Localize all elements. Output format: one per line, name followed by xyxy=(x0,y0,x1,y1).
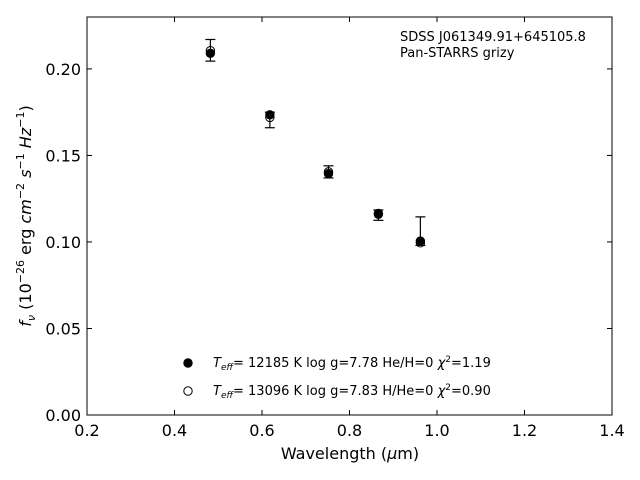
y-tick-label: 0.10 xyxy=(45,233,81,252)
model-point-open xyxy=(205,46,216,56)
model-point-open xyxy=(265,112,275,123)
y-tick-label: 0.00 xyxy=(45,406,81,425)
x-tick-label: 0.6 xyxy=(249,421,274,440)
model-point-open xyxy=(323,167,334,177)
model-point-filled xyxy=(205,48,216,59)
x-tick-label: 1.0 xyxy=(424,421,449,440)
model-point-open xyxy=(415,238,426,248)
legend-entry-1-chi: =1.19 xyxy=(451,356,491,371)
y-tick-label: 0.15 xyxy=(45,146,81,165)
annotation-object-name: SDSS J061349.91+645105.8 xyxy=(400,30,586,45)
legend-entry-2-params: = 13096 K log g=7.83 H/He=0 xyxy=(233,384,433,399)
x-axis-label: Wavelength (μm) xyxy=(281,444,419,463)
legend-entry-1: Teff= 12185 K log g=7.78 He/H=0 χ2=1.19 xyxy=(213,355,491,373)
plot-area xyxy=(205,38,426,248)
y-tick-label: 0.05 xyxy=(45,319,81,338)
legend-entry-1-params: = 12185 K log g=7.78 He/H=0 xyxy=(233,356,433,371)
annotation-survey: Pan-STARRS grizy xyxy=(400,46,515,61)
x-tick-label: 0.4 xyxy=(162,421,187,440)
x-tick-label: 1.2 xyxy=(512,421,537,440)
legend-entry-2-chi: =0.90 xyxy=(451,384,491,399)
x-tick-label: 0.8 xyxy=(337,421,362,440)
legend-entry-2: Teff= 13096 K log g=7.83 H/He=0 χ2=0.90 xyxy=(213,383,491,401)
model-point-open xyxy=(373,209,384,219)
model-point-filled xyxy=(265,110,275,120)
y-axis-label: fν (10−26 erg cm−2 s−1 Hz−1) xyxy=(14,105,38,326)
legend-marker-filled xyxy=(183,358,193,368)
axis-ticks: 0.2 0.4 0.6 0.8 1.0 1.2 1.4 0.00 0.05 0.10 0.15 0.2… xyxy=(45,17,625,440)
legend: Teff= 12185 K log g=7.78 He/H=0 χ2=1.19 … xyxy=(183,355,491,401)
legend-marker-open xyxy=(183,386,193,396)
y-tick-label: 0.20 xyxy=(45,60,81,79)
x-tick-label: 0.2 xyxy=(74,421,99,440)
x-tick-label: 1.4 xyxy=(599,421,624,440)
